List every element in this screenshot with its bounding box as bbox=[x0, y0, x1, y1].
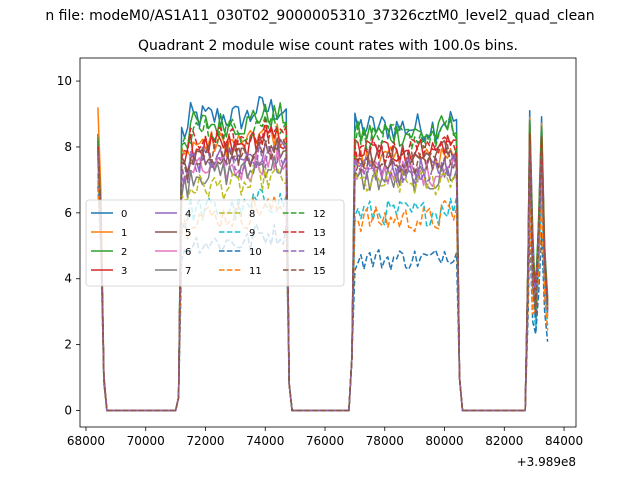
x-tick-label: 82000 bbox=[485, 434, 523, 448]
legend-frame bbox=[85, 199, 345, 287]
x-tick-label: 74000 bbox=[246, 434, 284, 448]
legend-label-13: 13 bbox=[313, 228, 326, 239]
legend-label-3: 3 bbox=[121, 266, 127, 277]
chart-title: Quadrant 2 module wise count rates with … bbox=[138, 38, 518, 54]
x-tick-label: 70000 bbox=[127, 434, 165, 448]
y-tick-label: 6 bbox=[64, 206, 72, 220]
y-tick-label: 0 bbox=[64, 404, 72, 418]
legend-label-10: 10 bbox=[249, 247, 262, 258]
y-axis: 0 2 4 6 8 10 bbox=[57, 74, 80, 418]
y-tick-label: 10 bbox=[57, 74, 72, 88]
legend-label-7: 7 bbox=[185, 266, 191, 277]
legend-label-0: 0 bbox=[121, 209, 127, 220]
legend-label-12: 12 bbox=[313, 209, 326, 220]
x-tick-label: 72000 bbox=[186, 434, 224, 448]
legend-label-14: 14 bbox=[313, 247, 326, 258]
series-line-10 bbox=[97, 186, 549, 412]
series-line-11 bbox=[97, 179, 549, 412]
x-tick-label: 84000 bbox=[545, 434, 583, 448]
x-tick-label: 80000 bbox=[425, 434, 463, 448]
x-tick-label: 76000 bbox=[306, 434, 344, 448]
figure-suptitle: n file: modeM0/AS1A11_030T02_9000005310_… bbox=[45, 8, 594, 24]
series-line-15 bbox=[97, 137, 549, 412]
legend-label-9: 9 bbox=[249, 228, 255, 239]
x-offset-label: +3.989e8 bbox=[517, 455, 576, 469]
legend-label-8: 8 bbox=[249, 209, 255, 220]
legend-label-11: 11 bbox=[249, 266, 262, 277]
y-tick-label: 2 bbox=[64, 338, 72, 352]
x-tick-label: 68000 bbox=[67, 434, 105, 448]
legend-label-4: 4 bbox=[185, 209, 191, 220]
x-axis: 68000 70000 72000 74000 76000 78000 80000 82000… bbox=[67, 427, 583, 448]
legend-label-15: 15 bbox=[313, 266, 326, 277]
plot-frame bbox=[79, 57, 577, 428]
series-line-14 bbox=[97, 143, 549, 412]
series-layer bbox=[97, 95, 549, 412]
legend-label-2: 2 bbox=[121, 247, 127, 258]
legend-label-1: 1 bbox=[121, 228, 127, 239]
y-tick-label: 8 bbox=[64, 140, 72, 154]
x-tick-label: 78000 bbox=[366, 434, 404, 448]
y-tick-label: 4 bbox=[64, 272, 72, 286]
legend-label-5: 5 bbox=[185, 228, 191, 239]
series-line-8 bbox=[97, 163, 549, 412]
legend-label-6: 6 bbox=[185, 247, 191, 258]
